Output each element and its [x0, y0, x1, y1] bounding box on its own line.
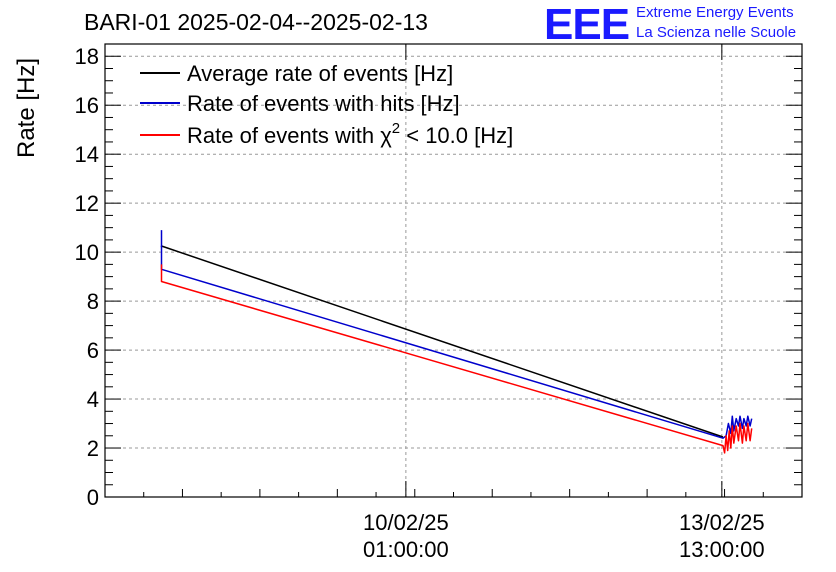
- x-tick-label-date: 10/02/25: [363, 510, 449, 535]
- y-tick-label: 14: [75, 142, 99, 167]
- logo-line-1: Extreme Energy Events: [636, 4, 794, 21]
- y-axis-ticks: 0 2 4 6 8 10 12 14 16 18: [75, 43, 802, 510]
- legend: Average rate of events [Hz] Rate of event…: [140, 61, 513, 148]
- y-axis-label: Rate [Hz]: [13, 58, 40, 158]
- series-line-3: [160, 264, 753, 454]
- y-tick-label: 6: [87, 338, 99, 363]
- data-series: [160, 230, 753, 454]
- chart-title: BARI-01 2025-02-04--2025-02-13: [84, 9, 428, 35]
- x-tick-label-time: 13:00:00: [679, 537, 765, 562]
- legend-label-3: Rate of events with χ2 < 10.0 [Hz]: [187, 120, 513, 148]
- logo-line-2: La Scienza nelle Scuole: [636, 24, 797, 41]
- eee-logo: EEE: [544, 0, 630, 49]
- y-tick-label: 16: [75, 93, 99, 118]
- y-tick-label: 4: [87, 387, 99, 412]
- y-tick-label: 10: [75, 240, 99, 265]
- y-tick-label: 0: [87, 485, 99, 510]
- legend-label-1: Average rate of events [Hz]: [187, 61, 453, 86]
- grid-lines: [105, 44, 802, 497]
- legend-label-2: Rate of events with hits [Hz]: [187, 91, 460, 116]
- series-line-1: [160, 245, 724, 438]
- x-tick-label-date: 13/02/25: [679, 510, 765, 535]
- series-line-2: [160, 230, 753, 439]
- y-tick-label: 8: [87, 289, 99, 314]
- x-tick-label-time: 01:00:00: [363, 537, 449, 562]
- y-tick-label: 2: [87, 436, 99, 461]
- y-tick-label: 18: [75, 44, 99, 69]
- y-tick-label: 12: [75, 191, 99, 216]
- logo-caption: Extreme Energy Events La Scienza nelle S…: [636, 3, 796, 43]
